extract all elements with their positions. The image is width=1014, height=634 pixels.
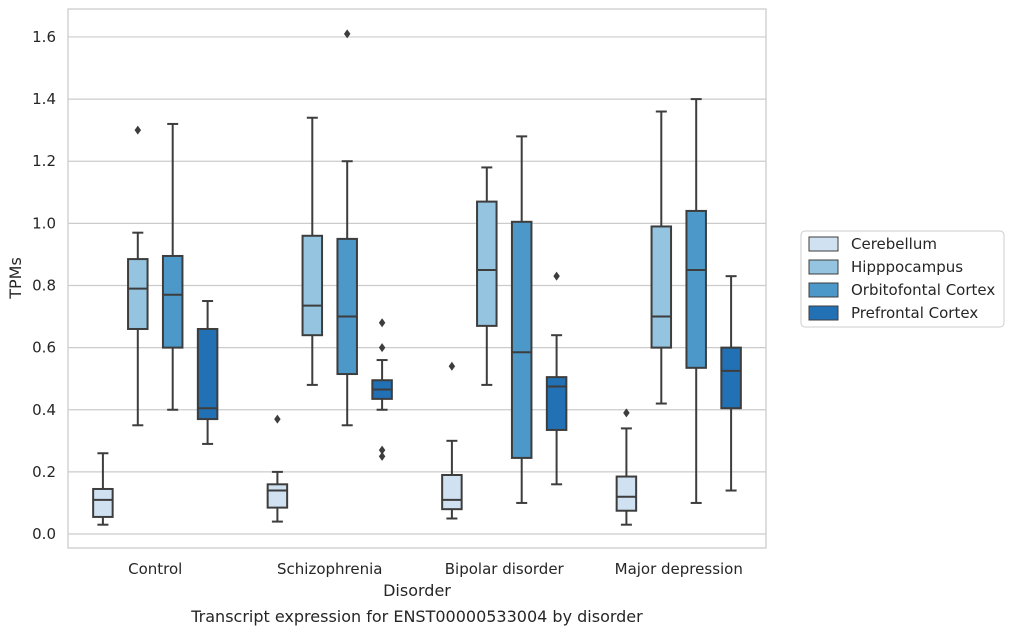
box-body bbox=[650, 225, 673, 349]
box-orbitofontal-cortex-1 bbox=[336, 29, 358, 427]
box-body bbox=[615, 475, 638, 512]
box-cerebellum-2 bbox=[441, 361, 463, 520]
outlier-point bbox=[134, 125, 142, 135]
y-tick-label: 0.0 bbox=[32, 525, 56, 543]
box-body bbox=[685, 209, 707, 369]
y-tick-label: 1.2 bbox=[32, 152, 56, 170]
box-body bbox=[92, 487, 114, 518]
y-tick-label: 1.4 bbox=[32, 90, 56, 108]
y-tick-label: 0.2 bbox=[32, 463, 56, 481]
box-body bbox=[510, 220, 533, 459]
box-body bbox=[441, 473, 463, 511]
legend: Cerebellum Hipppocampus Orbitofontal Corte… bbox=[800, 230, 1005, 328]
outlier-point bbox=[378, 451, 386, 461]
x-tick-label: Control bbox=[128, 560, 182, 578]
legend-swatch bbox=[808, 305, 839, 321]
legend-swatch bbox=[808, 236, 839, 252]
box-prefrontal-cortex-2 bbox=[545, 271, 568, 486]
y-tick-label: 1.6 bbox=[32, 28, 56, 46]
box-cerebellum-3 bbox=[615, 408, 638, 526]
x-axis-ticks: Control Schizophrenia Bipolar disorder Majo… bbox=[128, 560, 743, 578]
box-body bbox=[336, 237, 358, 376]
box-body bbox=[161, 254, 184, 349]
box-body bbox=[196, 327, 219, 421]
box-prefrontal-cortex-0 bbox=[196, 300, 219, 445]
box-body bbox=[476, 200, 498, 327]
chart-caption: Transcript expression for ENST0000053300… bbox=[190, 607, 643, 626]
outlier-point bbox=[448, 361, 456, 371]
box-body bbox=[720, 346, 742, 410]
box-body bbox=[266, 483, 289, 509]
box-prefrontal-cortex-1 bbox=[371, 318, 393, 461]
x-tick-label: Major depression bbox=[615, 560, 743, 578]
box-body bbox=[127, 258, 149, 330]
box-hipppocampus-2 bbox=[476, 166, 498, 386]
box-prefrontal-cortex-3 bbox=[720, 275, 742, 492]
y-axis-title: TPMs bbox=[6, 257, 25, 300]
y-tick-label: 0.6 bbox=[32, 339, 56, 357]
grid-lines bbox=[68, 36, 766, 535]
legend-frame bbox=[800, 230, 1005, 328]
box-orbitofontal-cortex-0 bbox=[161, 122, 184, 411]
outlier-point bbox=[623, 408, 630, 418]
x-tick-label: Schizophrenia bbox=[277, 560, 382, 578]
box-plot-marks bbox=[92, 29, 742, 526]
x-axis-title: Disorder bbox=[383, 581, 451, 600]
y-tick-label: 0.8 bbox=[32, 276, 56, 294]
box-body bbox=[545, 376, 568, 431]
x-tick-label: Bipolar disorder bbox=[445, 560, 565, 578]
legend-label: Hipppocampus bbox=[851, 258, 963, 276]
box-cerebellum-1 bbox=[266, 414, 289, 523]
box-orbitofontal-cortex-2 bbox=[510, 135, 533, 504]
box-orbitofontal-cortex-3 bbox=[685, 98, 707, 504]
outlier-point bbox=[378, 445, 386, 455]
outlier-point bbox=[343, 29, 351, 39]
plot-frame bbox=[67, 8, 767, 549]
legend-swatch bbox=[808, 259, 839, 275]
y-tick-label: 1.0 bbox=[32, 214, 56, 232]
outlier-point bbox=[378, 343, 386, 353]
box-hipppocampus-3 bbox=[650, 110, 673, 405]
legend-label: Orbitofontal Cortex bbox=[851, 281, 995, 299]
outlier-point bbox=[274, 414, 281, 424]
box-cerebellum-0 bbox=[92, 452, 114, 526]
legend-label: Cerebellum bbox=[851, 235, 937, 253]
y-tick-label: 0.4 bbox=[32, 401, 56, 419]
outlier-point bbox=[553, 271, 560, 281]
legend-swatch bbox=[808, 282, 839, 298]
box-hipppocampus-1 bbox=[301, 116, 324, 386]
legend-label: Prefrontal Cortex bbox=[851, 304, 978, 322]
box-body bbox=[301, 234, 324, 337]
y-axis-ticks: 0.0 0.2 0.4 0.6 0.8 1.0 1.2 1.4 1.6 bbox=[32, 28, 56, 543]
outlier-point bbox=[378, 318, 386, 328]
box-hipppocampus-0 bbox=[127, 125, 149, 427]
